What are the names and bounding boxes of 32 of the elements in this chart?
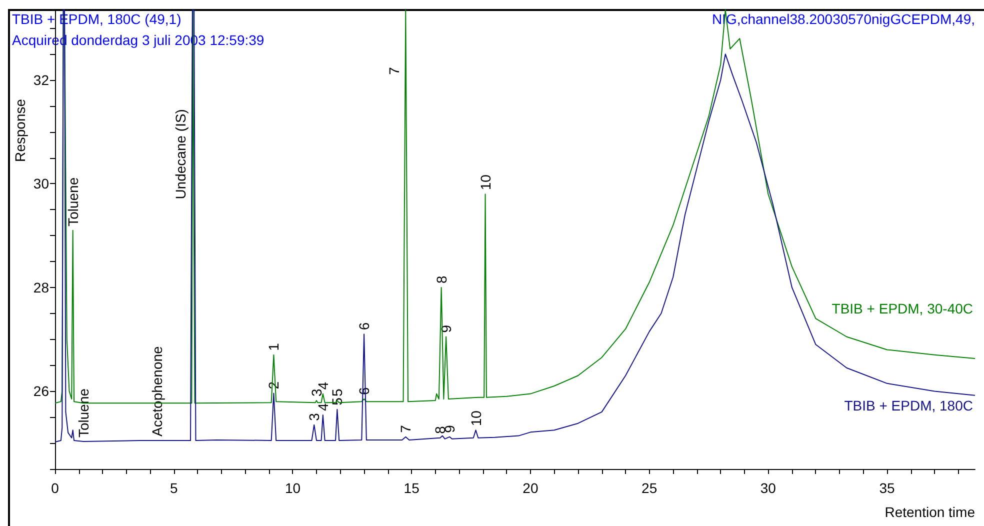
annotation: 4 xyxy=(314,382,331,390)
x-tick-label: 0 xyxy=(51,480,60,496)
x-tick-label: 30 xyxy=(760,480,776,496)
y-tick-label: 26 xyxy=(33,383,50,400)
x-tick-label: 20 xyxy=(522,480,538,496)
annotation: 10 xyxy=(468,410,484,426)
annotation: 4 xyxy=(314,403,331,412)
annotation: Acetophenone xyxy=(149,346,166,436)
annotation: 7 xyxy=(398,424,414,433)
series-label: TBIB + EPDM, 30-40C xyxy=(832,300,973,317)
x-tick-label: 5 xyxy=(170,480,178,496)
x-tick-label: 15 xyxy=(404,480,420,496)
annotation: 6 xyxy=(356,322,372,330)
annotation: 3 xyxy=(306,412,322,421)
y-axis-title: Response xyxy=(12,98,28,162)
annotation: 5 xyxy=(329,388,346,397)
annotation: 3 xyxy=(308,388,324,397)
series-label: TBIB + EPDM, 180C xyxy=(844,397,973,414)
annotation: 10 xyxy=(477,174,494,190)
annotation: Toluene xyxy=(76,388,92,438)
annotation: 7 xyxy=(386,66,402,75)
annotation: Toluene xyxy=(64,177,81,226)
y-tick-label: 30 xyxy=(33,176,50,192)
y-tick-label: 28 xyxy=(33,279,50,296)
y-tick-label: 32 xyxy=(33,72,50,88)
x-tick-label: 10 xyxy=(284,480,301,496)
annotation: Undecane (IS) xyxy=(172,109,188,200)
annotation: 1 xyxy=(266,342,282,351)
x-tick-label: 25 xyxy=(642,480,658,496)
x-axis-title: Retention time xyxy=(884,504,976,520)
x-tick-label: 35 xyxy=(879,480,896,496)
annotation: 8 xyxy=(433,275,450,284)
